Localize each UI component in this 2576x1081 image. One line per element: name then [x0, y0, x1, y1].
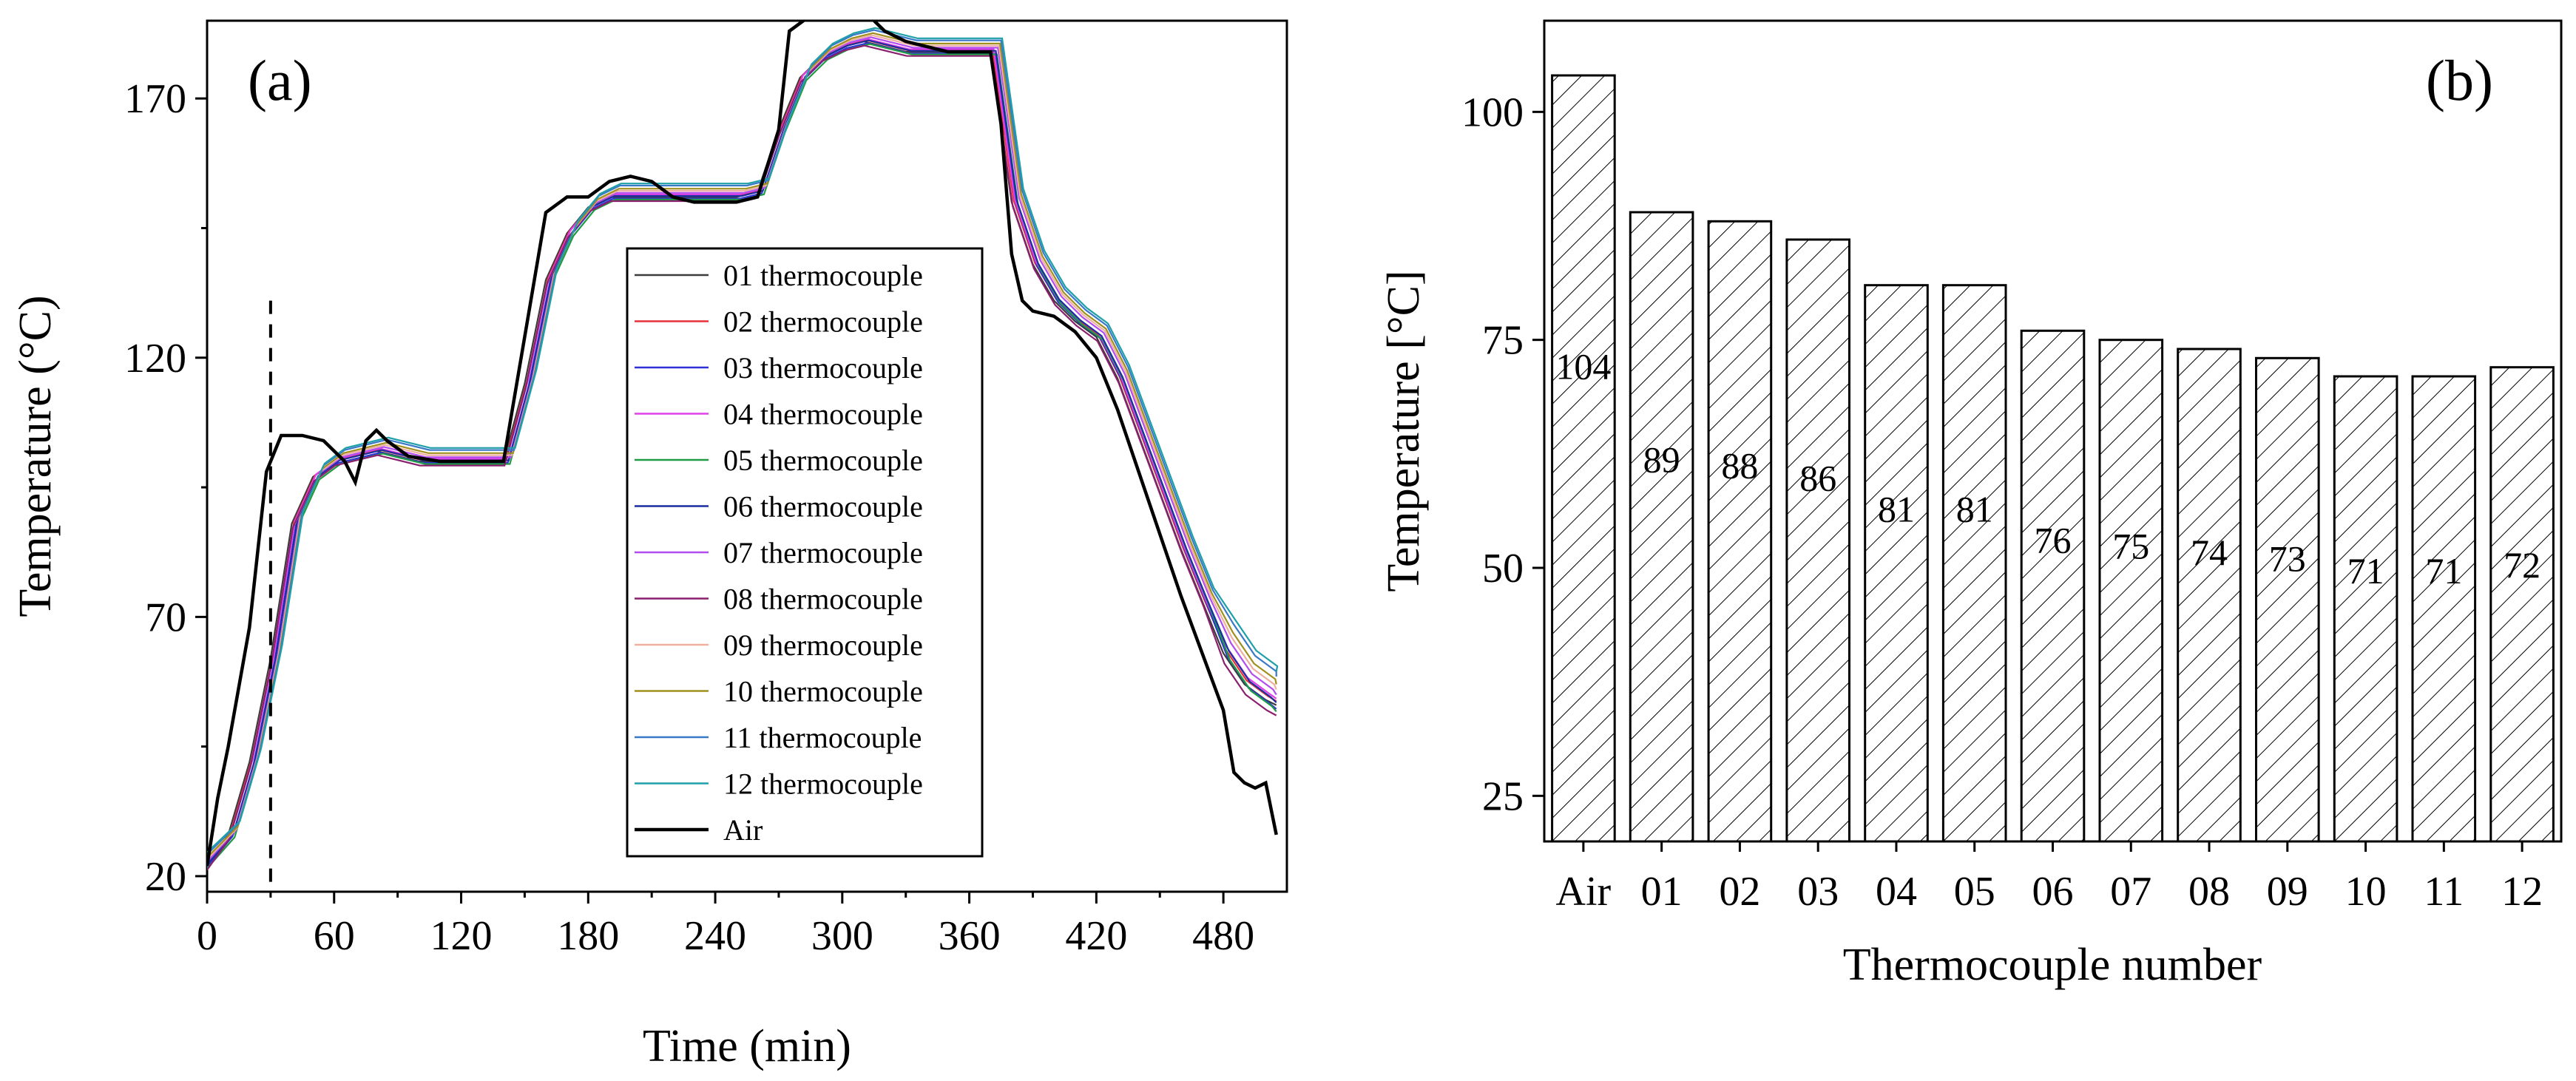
x-tick-label: 420 [1065, 913, 1127, 959]
x-tick-label: 120 [430, 913, 493, 959]
x-tick-label: 360 [939, 913, 1001, 959]
legend-a: 01 thermocouple 02 thermocouple 03 thermoc… [626, 247, 984, 858]
legend-label: 06 thermocouple [723, 490, 923, 523]
legend-label: 07 thermocouple [723, 536, 923, 569]
bar-08 [2177, 348, 2242, 843]
series-lines-a [207, 21, 1279, 871]
x-tick-label: 11 [2424, 869, 2464, 915]
y-tick-label: 100 [1461, 89, 1524, 135]
legend-label: 08 thermocouple [723, 583, 923, 616]
bar-value-label: 71 [2347, 550, 2384, 592]
bar-Air [1551, 74, 1616, 843]
bar-value-label: 88 [1721, 445, 1758, 487]
bar-value-label: 73 [2269, 538, 2306, 579]
legend-label: 03 thermocouple [723, 351, 923, 384]
x-tick-label: 01 [1641, 869, 1683, 915]
bar-10 [2333, 375, 2398, 843]
panel-label-b: (b) [2426, 48, 2493, 112]
legend-label: 10 thermocouple [723, 675, 923, 708]
bar-value-label: 74 [2191, 532, 2228, 573]
x-tick-label: 240 [684, 913, 746, 959]
series-line-7 [207, 36, 1277, 863]
legend-label: 12 thermocouple [723, 767, 923, 801]
bar-04 [1864, 284, 1929, 843]
x-tick-label: 08 [2188, 869, 2230, 915]
y-axis-label-a: Temperature (°C) [10, 295, 61, 617]
y-tick-label: 75 [1482, 318, 1524, 364]
x-tick-label: Air [1556, 869, 1612, 915]
x-tick-label: 0 [197, 913, 217, 959]
bar-value-label: 72 [2504, 544, 2540, 586]
x-tick-label: 12 [2501, 869, 2543, 915]
legend-label: 09 thermocouple [723, 628, 923, 662]
x-tick-label: 07 [2110, 869, 2151, 915]
x-tick-label: 04 [1876, 869, 1917, 915]
y-ticks-b: 25 50 75 100 [1461, 89, 1544, 819]
x-tick-label: 06 [2032, 869, 2074, 915]
panel-label-a: (a) [248, 48, 312, 112]
legend-label: 01 thermocouple [723, 259, 923, 292]
bar-value-label: 76 [2035, 519, 2072, 560]
y-tick-label: 120 [124, 336, 186, 382]
bar-07 [2098, 339, 2164, 843]
bar-value-label: 86 [1799, 457, 1836, 498]
bar-value-label: 75 [2112, 526, 2149, 567]
legend-label: 11 thermocouple [723, 721, 922, 754]
x-axis-label-a: Time (min) [643, 1021, 851, 1071]
y-tick-label: 70 [145, 594, 186, 640]
chart-b: (b) 25 50 75 100 104 89 88 86 81 81 76 75 74 73 71 71 7… [1379, 19, 2563, 990]
bar-12 [2489, 366, 2555, 843]
plot-frame-a [206, 19, 1288, 893]
bar-03 [1785, 238, 1850, 843]
bar-11 [2411, 375, 2477, 843]
bar-value-label: 89 [1643, 438, 1680, 480]
y-tick-label: 25 [1482, 773, 1524, 819]
series-line-10 [207, 32, 1277, 858]
bar-09 [2255, 356, 2320, 843]
bar-value-label: 104 [1555, 346, 1611, 387]
legend-label: 05 thermocouple [723, 444, 923, 477]
y-tick-label: 50 [1482, 546, 1524, 592]
legend-label: Air [723, 813, 763, 847]
x-tick-label: 02 [1719, 869, 1760, 915]
x-tick-label: 480 [1192, 913, 1254, 959]
x-tick-label: 300 [811, 913, 873, 959]
x-ticks-a: 0 60 120 180 240 300 360 420 480 [197, 892, 1254, 959]
series-line-12 [207, 27, 1279, 853]
bar-value-label: 71 [2425, 550, 2462, 592]
bar-06 [2020, 329, 2086, 843]
bars-b: 104 89 88 86 81 81 76 75 74 73 71 71 72 [1551, 74, 2555, 843]
bar-value-label: 81 [1956, 488, 1993, 529]
series-line-11 [207, 29, 1277, 855]
x-tick-label: 03 [1797, 869, 1839, 915]
y-axis-label-b: Temperature [°C] [1379, 270, 1429, 592]
x-tick-label: 09 [2267, 869, 2308, 915]
x-tick-label: 180 [557, 913, 619, 959]
series-line-air [207, 21, 1278, 867]
bar-value-label: 81 [1878, 488, 1915, 529]
bar-05 [1941, 284, 2007, 843]
x-tick-label: 60 [314, 913, 355, 959]
legend-label: 04 thermocouple [723, 398, 923, 431]
series-line-6 [207, 39, 1277, 866]
chart-a: (a) 0 60 120 180 240 300 360 420 480 2070120170 … [10, 19, 1288, 1071]
y-tick-label: 170 [124, 76, 186, 122]
x-tick-label: 10 [2345, 869, 2387, 915]
x-ticks-b: Air 01 02 03 04 05 06 07 08 09 10 11 12 [1556, 841, 2543, 915]
y-ticks-a: 20 70 120 170 [124, 76, 207, 900]
legend-label: 02 thermocouple [723, 305, 923, 339]
bar-01 [1629, 211, 1694, 843]
x-axis-label-b: Thermocouple number [1843, 940, 2262, 990]
bar-02 [1707, 220, 1773, 843]
x-tick-label: 05 [1954, 869, 1995, 915]
y-tick-label: 20 [145, 854, 186, 900]
